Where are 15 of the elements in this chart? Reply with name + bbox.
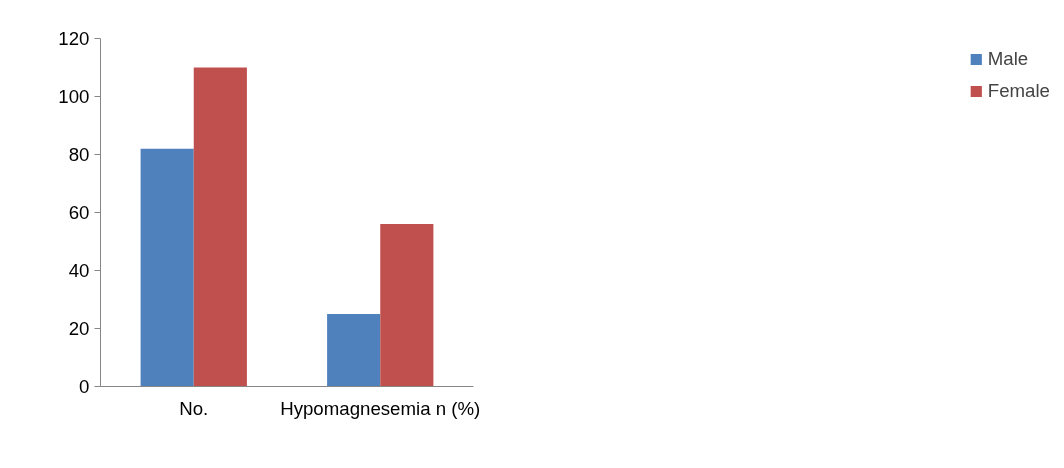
x-tick-label: No. xyxy=(179,397,209,419)
bar xyxy=(140,148,194,387)
y-tick-label: 40 xyxy=(68,260,90,281)
y-tick-label: 20 xyxy=(68,318,90,339)
bar xyxy=(327,314,381,387)
bar xyxy=(380,224,434,387)
y-tick-label: 120 xyxy=(58,28,90,49)
x-tick-label: Hypomagnesemia n (%) xyxy=(280,397,481,419)
y-tick-label: 60 xyxy=(68,202,90,223)
legend-label: Male xyxy=(987,48,1029,70)
y-tick-label: 0 xyxy=(79,376,90,397)
legend-label: Female xyxy=(987,80,1050,102)
y-tick-label: 80 xyxy=(68,144,90,165)
y-tick-label: 100 xyxy=(58,86,90,107)
bar xyxy=(193,67,247,387)
